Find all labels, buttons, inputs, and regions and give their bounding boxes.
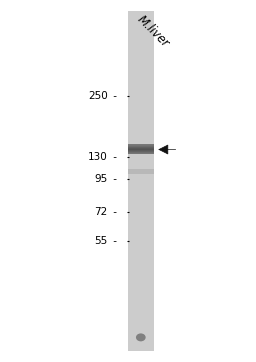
Bar <box>128 146 154 147</box>
Bar <box>128 145 154 146</box>
Text: -: - <box>110 91 117 101</box>
Bar <box>128 153 154 154</box>
Text: 95: 95 <box>94 174 108 184</box>
Bar <box>128 149 154 150</box>
Text: 55: 55 <box>94 236 108 246</box>
Bar <box>128 147 154 148</box>
Bar <box>128 145 154 146</box>
Bar <box>128 150 154 151</box>
Text: -: - <box>110 207 117 217</box>
Bar <box>128 148 154 149</box>
Text: -: - <box>110 152 117 163</box>
Bar <box>128 151 154 152</box>
Text: 250: 250 <box>88 91 108 101</box>
Bar <box>128 146 154 147</box>
Bar <box>128 152 154 153</box>
Text: M.liver: M.liver <box>134 13 171 50</box>
Bar <box>128 169 154 173</box>
Bar <box>128 153 154 154</box>
Bar <box>128 11 154 351</box>
Bar <box>128 149 154 150</box>
Bar <box>128 151 154 152</box>
Bar <box>128 150 154 151</box>
Bar <box>128 149 154 150</box>
Bar <box>128 148 154 149</box>
Text: -: - <box>110 236 117 246</box>
Bar <box>128 152 154 153</box>
Text: 72: 72 <box>94 207 108 217</box>
Bar <box>128 147 154 148</box>
Ellipse shape <box>136 333 146 341</box>
Bar <box>128 151 154 152</box>
Text: 130: 130 <box>88 152 108 163</box>
Bar <box>128 144 154 145</box>
Text: -: - <box>110 174 117 184</box>
